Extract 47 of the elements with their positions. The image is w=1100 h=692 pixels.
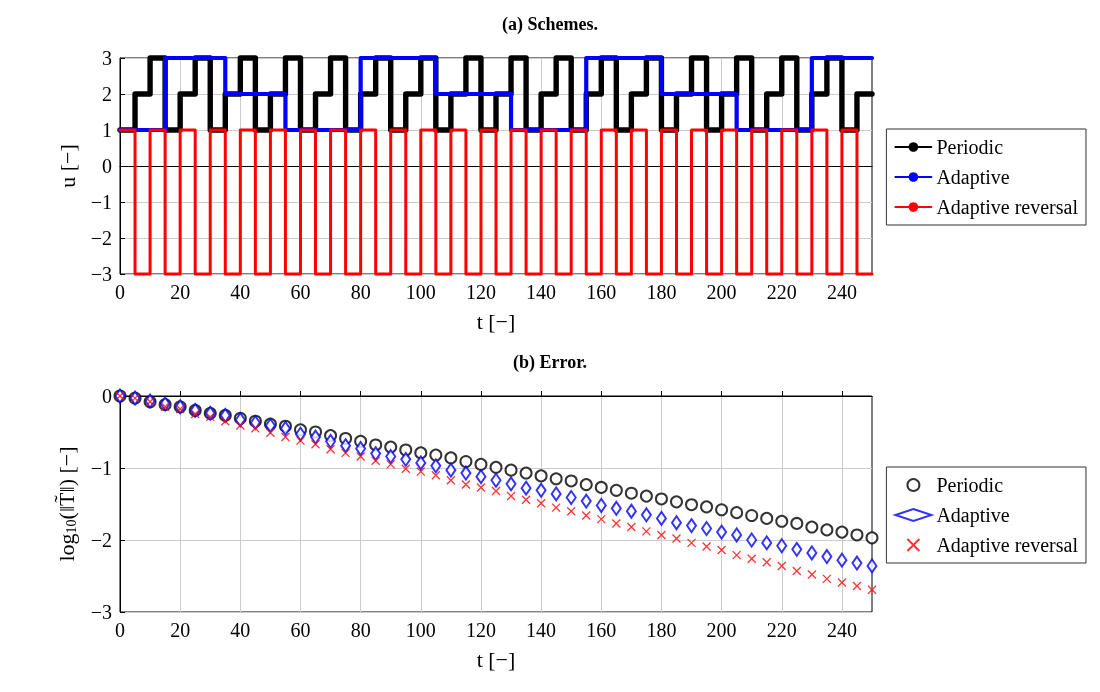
x-tick-label: 140 (526, 281, 557, 303)
x-tick-label: 240 (826, 281, 857, 303)
legend-label: Periodic (936, 136, 1004, 158)
legend-label: Periodic (936, 474, 1004, 496)
x-tick-label: 80 (350, 281, 371, 303)
y-tick-label: 3 (102, 47, 112, 69)
x-tick-label: 180 (646, 281, 677, 303)
chart-title: (a) Schemes. (502, 14, 598, 35)
x-tick-label: 80 (350, 619, 371, 641)
x-tick-label: 100 (405, 281, 436, 303)
x-tick-label: 160 (586, 281, 617, 303)
y-axis-title: u [−] (54, 144, 80, 188)
x-tick-label: 20 (170, 281, 191, 303)
y-tick-label: −2 (90, 227, 112, 249)
y-tick-label: 2 (102, 83, 112, 105)
y-tick-label: −3 (90, 601, 112, 623)
x-tick-label: 140 (526, 619, 557, 641)
y-tick-label: 0 (102, 155, 112, 177)
chart-title: (b) Error. (513, 352, 587, 373)
y-tick-label: −1 (90, 457, 112, 479)
legend-label: Adaptive (936, 166, 1010, 189)
legend-label: Adaptive reversal (936, 534, 1079, 557)
y-tick-label: −2 (90, 529, 112, 551)
x-axis-title: t [−] (476, 308, 516, 334)
y-tick-label: 1 (102, 119, 112, 141)
legend-label: Adaptive reversal (936, 196, 1079, 219)
x-tick-label: 200 (706, 281, 737, 303)
x-tick-label: 40 (230, 619, 251, 641)
legend-label: Adaptive (936, 504, 1010, 527)
x-tick-label: 20 (170, 619, 191, 641)
y-tick-label: 0 (102, 385, 112, 407)
x-tick-label: 120 (465, 619, 496, 641)
x-tick-label: 220 (766, 281, 797, 303)
x-tick-label: 180 (646, 619, 677, 641)
x-tick-label: 60 (290, 619, 311, 641)
x-axis-title: t [−] (476, 646, 516, 672)
x-tick-label: 160 (586, 619, 617, 641)
x-tick-label: 100 (405, 619, 436, 641)
x-tick-label: 60 (290, 281, 311, 303)
y-tick-label: −1 (90, 191, 112, 213)
x-tick-label: 120 (465, 281, 496, 303)
y-tick-label: −3 (90, 263, 112, 285)
x-tick-label: 220 (766, 619, 797, 641)
y-axis-title: log10(‖T̃‖) [−] (53, 446, 79, 562)
x-tick-label: 200 (706, 619, 737, 641)
x-tick-label: 40 (230, 281, 251, 303)
x-tick-label: 240 (826, 619, 857, 641)
